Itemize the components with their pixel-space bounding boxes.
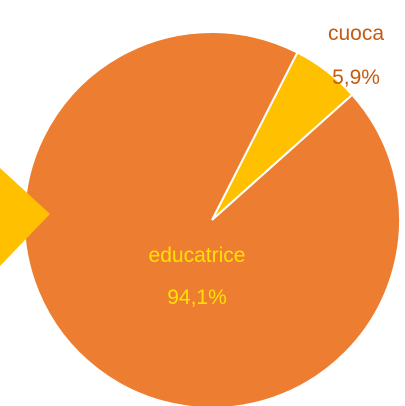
slice-label-educatrice: educatrice 94,1% <box>149 244 246 309</box>
slice-category-label: educatrice <box>149 244 246 267</box>
slice-percentage-label: 5,9% <box>332 66 380 89</box>
pie-slice-educatrice <box>23 31 402 406</box>
slice-percentage-label: 94,1% <box>167 286 227 309</box>
partial-slice-fragment <box>0 168 50 266</box>
slices-layer <box>23 31 402 406</box>
slice-label-cuoca: cuoca 5,9% <box>328 22 384 89</box>
slice-category-label: cuoca <box>328 22 384 45</box>
